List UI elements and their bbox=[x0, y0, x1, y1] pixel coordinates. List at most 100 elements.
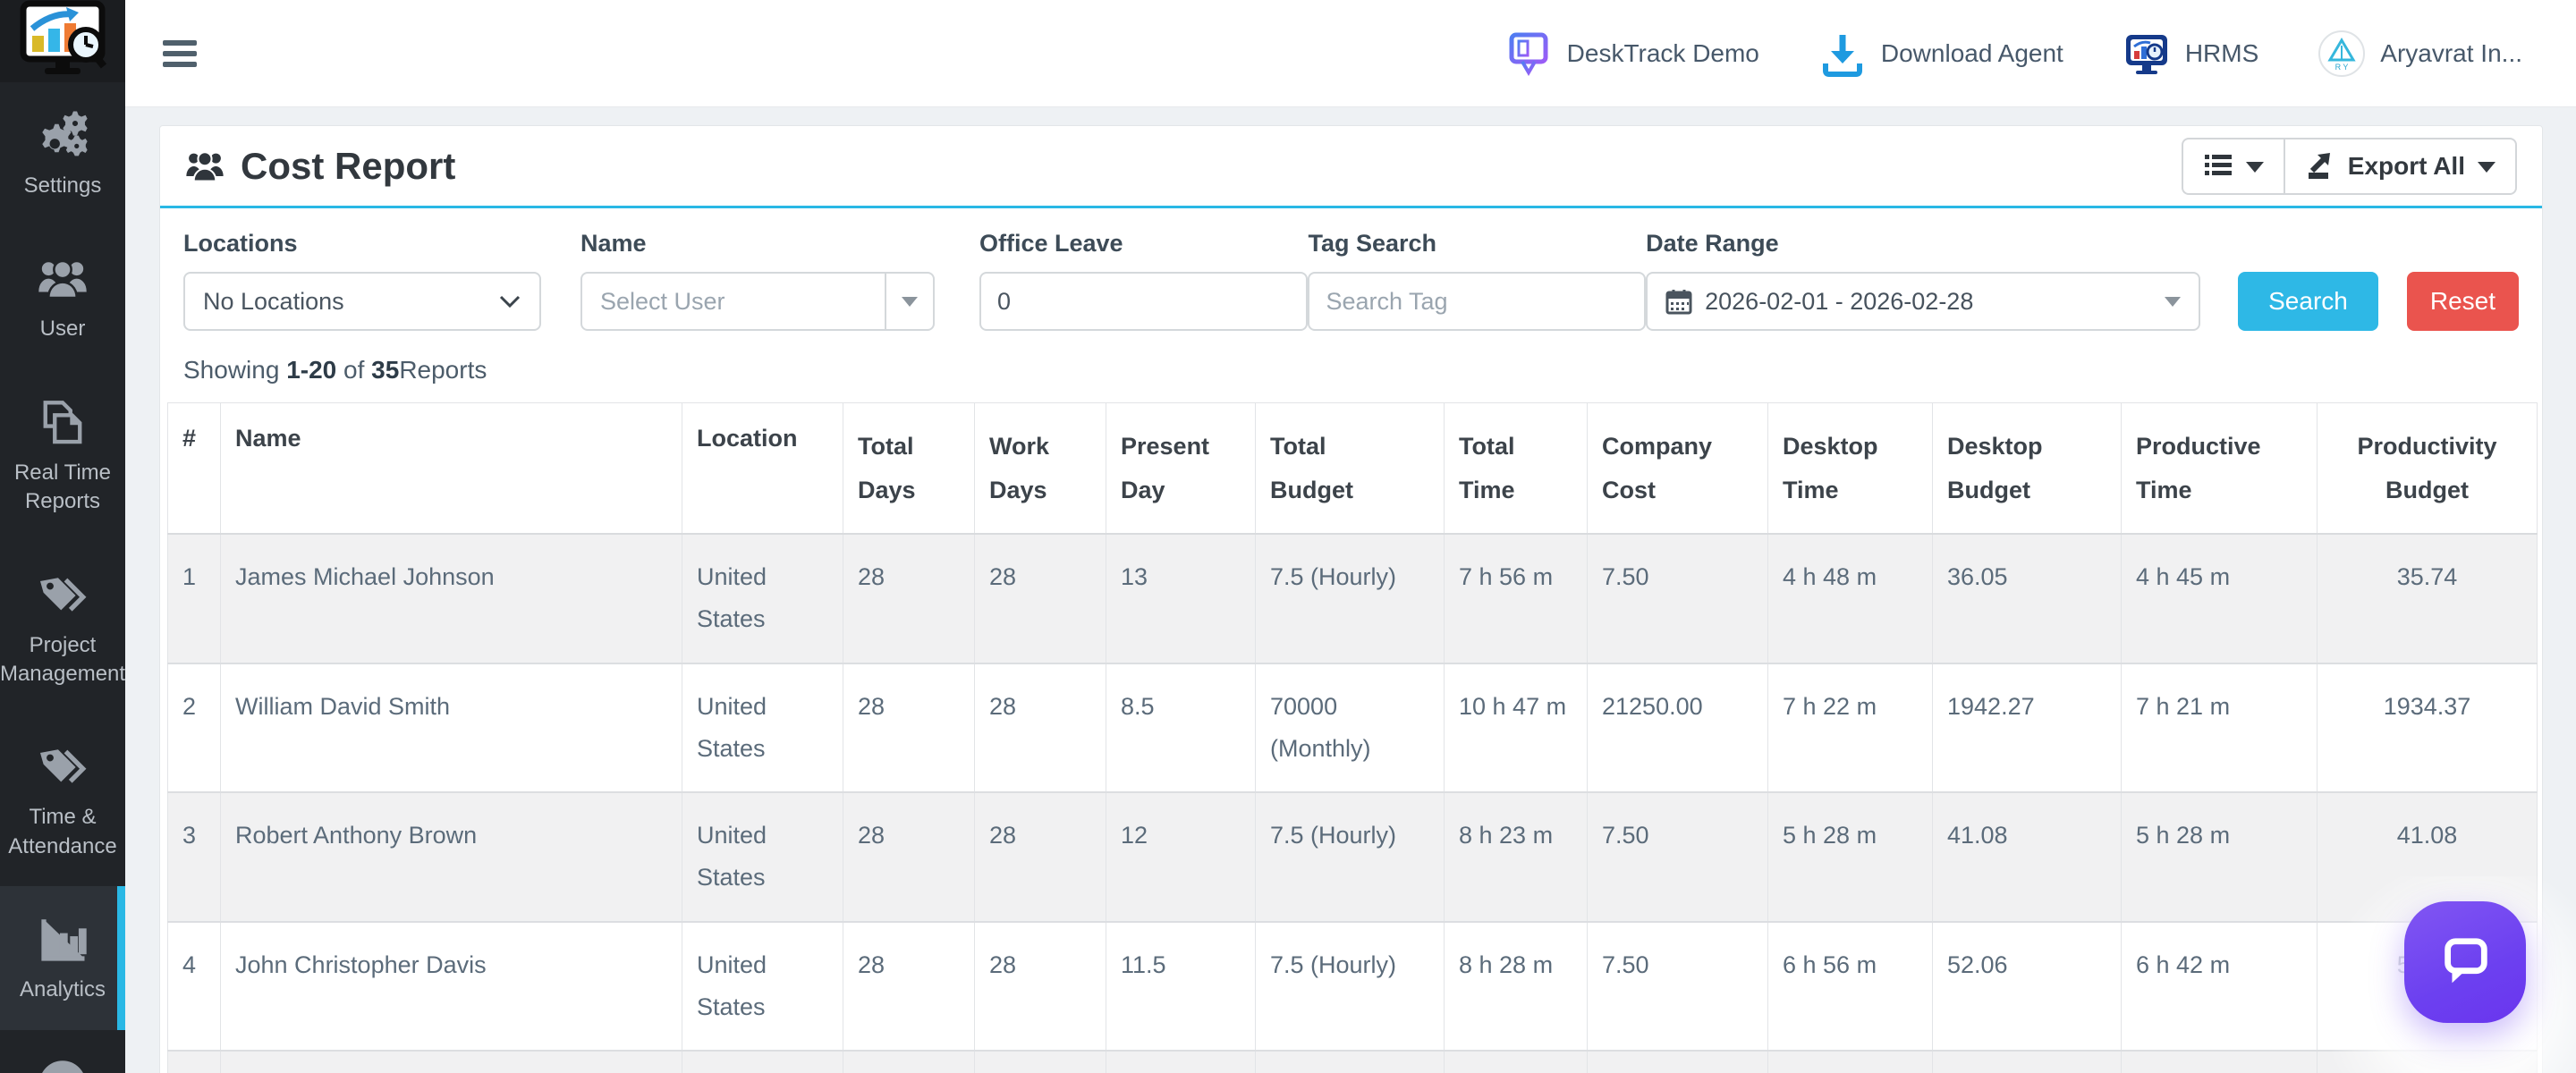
table-cell: 1 bbox=[167, 533, 221, 664]
table-cell: 5 bbox=[167, 1050, 221, 1073]
user-select[interactable]: Select User bbox=[580, 272, 935, 331]
sidebar-item-real-time-reports[interactable]: Real Time Reports bbox=[0, 369, 125, 542]
caret-down-icon bbox=[2245, 162, 2264, 173]
table-cell: United States bbox=[682, 663, 843, 793]
table-cell: 31.86 bbox=[1932, 1050, 2122, 1073]
table-cell: 28 bbox=[974, 791, 1106, 923]
office-leave-input[interactable] bbox=[979, 272, 1309, 331]
table-cell: 28 bbox=[843, 921, 975, 1052]
caret-down-icon bbox=[2478, 162, 2496, 173]
column-header: Name bbox=[220, 402, 682, 536]
topbar-item-hrms[interactable]: HRMS bbox=[2123, 30, 2258, 78]
table-cell: 60.08 bbox=[1587, 1050, 1768, 1073]
table-cell: 41.08 bbox=[1932, 791, 2122, 923]
topbar: DeskTrack Demo Download Agent HR bbox=[125, 0, 2576, 107]
table-cell: 11.5 bbox=[1106, 921, 1256, 1052]
column-list-button[interactable] bbox=[2181, 137, 2284, 195]
sidebar-item-project-management[interactable]: Project Management bbox=[0, 542, 125, 714]
locations-select[interactable]: No Locations bbox=[183, 272, 541, 331]
table-cell: 28 bbox=[974, 921, 1106, 1052]
table-cell: 70000 (Monthly) bbox=[1255, 663, 1445, 793]
select-arrow bbox=[885, 274, 933, 329]
cost-report-card: Cost Report Export All bbox=[159, 125, 2543, 1073]
table-cell: 7.5 (Hourly) bbox=[1255, 921, 1445, 1052]
sidebar-item-label: Real Time Reports bbox=[13, 460, 112, 514]
table-cell: 7.5 (Hourly) bbox=[1255, 791, 1445, 923]
table-cell: 14 bbox=[1106, 1050, 1256, 1073]
table-cell: 7.50 bbox=[1587, 791, 1768, 923]
sidebar-item-analytics[interactable]: Analytics bbox=[0, 886, 125, 1030]
table-cell: 28 bbox=[843, 1050, 975, 1073]
table-cell: 4 h 11 m bbox=[2121, 1050, 2318, 1073]
table-cell: James Michael Johnson bbox=[220, 533, 682, 664]
tag-search-input[interactable] bbox=[1308, 272, 1647, 331]
export-icon bbox=[2308, 152, 2330, 179]
table-cell: United States bbox=[682, 921, 843, 1052]
app-logo[interactable] bbox=[0, 0, 125, 82]
export-all-button[interactable]: Export All bbox=[2283, 137, 2517, 195]
table-cell: 12 bbox=[1106, 791, 1256, 923]
table-cell: 41.08 bbox=[2317, 791, 2538, 923]
caret-down-icon bbox=[902, 296, 918, 307]
sidebar-item-label: Settings bbox=[23, 173, 102, 198]
table-cell: 8 h 28 m bbox=[1444, 921, 1588, 1052]
topbar-item-download-agent[interactable]: Download Agent bbox=[1818, 30, 2063, 78]
users-icon bbox=[38, 252, 88, 304]
results-count: 35 bbox=[371, 356, 400, 384]
column-header: Location bbox=[682, 402, 843, 536]
name-label: Name bbox=[580, 230, 647, 257]
table-row: 5Michael Andrew WilsonUnited States28281… bbox=[167, 1050, 2538, 1073]
chat-launcher-button[interactable] bbox=[2404, 901, 2526, 1023]
sidebar-item-settings[interactable]: Settings bbox=[0, 82, 125, 225]
column-header: Desktop Budget bbox=[1932, 402, 2122, 536]
column-header: Productive Time bbox=[2121, 402, 2318, 536]
locations-label: Locations bbox=[183, 230, 298, 257]
column-header: Work Days bbox=[974, 402, 1106, 536]
sidebar-item-time-attendance[interactable]: Time & Attendance bbox=[0, 714, 125, 886]
table-cell: 28 bbox=[843, 791, 975, 923]
table-cell: United States bbox=[682, 791, 843, 923]
date-range-picker[interactable]: 2026-02-01 - 2026-02-28 bbox=[1646, 272, 2201, 331]
results-summary: Showing 1-20 of 35Reports bbox=[183, 356, 487, 384]
table-row: 2 William David Smith United States 28 28 8.5… bbox=[167, 663, 2538, 793]
gears-icon bbox=[38, 109, 88, 161]
sidebar-item-event-notifications[interactable]: Event Notifications bbox=[0, 1030, 125, 1073]
topbar-item-label: Aryavrat In... bbox=[2380, 38, 2522, 67]
topbar-item-desktrack-demo[interactable]: DeskTrack Demo bbox=[1504, 30, 1759, 78]
table-cell: 6 h 56 m bbox=[1767, 921, 1933, 1052]
table-cell: 35.74 bbox=[2317, 533, 2538, 664]
svg-text:R Y: R Y bbox=[2335, 63, 2349, 72]
table-cell: 1934.37 bbox=[2317, 663, 2538, 793]
table-cell: 7.5 (Hourly) bbox=[1255, 533, 1445, 664]
locations-selected-value: No Locations bbox=[203, 287, 344, 315]
topbar-item-label: Download Agent bbox=[1880, 38, 2063, 67]
desktrack-logo-icon bbox=[20, 0, 107, 74]
table-cell: William David Smith bbox=[220, 663, 682, 793]
table-cell: 7 h 21 m bbox=[2121, 663, 2318, 793]
table-cell: 13 bbox=[1106, 533, 1256, 664]
table-cell: 7.50 bbox=[1587, 533, 1768, 664]
sidebar-item-user[interactable]: User bbox=[0, 225, 125, 368]
column-header: Productivity Budget bbox=[2317, 402, 2538, 536]
topbar-item-label: DeskTrack Demo bbox=[1566, 38, 1759, 67]
table-cell: 28 bbox=[974, 1050, 1106, 1073]
table-cell: 4 h 14 m bbox=[1767, 1050, 1933, 1073]
hrms-monitor-icon bbox=[2125, 34, 2167, 74]
table-cell: 8 h 23 m bbox=[1444, 791, 1588, 923]
table-cell: 28 bbox=[974, 533, 1106, 664]
results-range: 1-20 bbox=[286, 356, 337, 384]
hamburger-menu-icon[interactable] bbox=[154, 26, 206, 81]
cost-report-table: # Name Location Total Days Work Days Present … bbox=[167, 402, 2538, 1073]
table-cell: 36.05 bbox=[1932, 533, 2122, 664]
table-cell: 5 h 28 m bbox=[1767, 791, 1933, 923]
table-cell: 31.48 bbox=[2317, 1050, 2538, 1073]
search-button[interactable]: Search bbox=[2238, 272, 2378, 331]
sidebar: Settings User Real Time Reports Project … bbox=[0, 0, 125, 1073]
reset-button[interactable]: Reset bbox=[2406, 272, 2519, 331]
column-header: Desktop Time bbox=[1767, 402, 1933, 536]
table-cell: 4 h 45 m bbox=[2121, 533, 2318, 664]
topbar-item-aryavrat[interactable]: R Y Aryavrat In... bbox=[2318, 30, 2522, 78]
column-header: Total Days bbox=[843, 402, 975, 536]
sidebar-item-label: Project Management bbox=[0, 632, 126, 686]
date-range-label: Date Range bbox=[1646, 230, 1779, 257]
